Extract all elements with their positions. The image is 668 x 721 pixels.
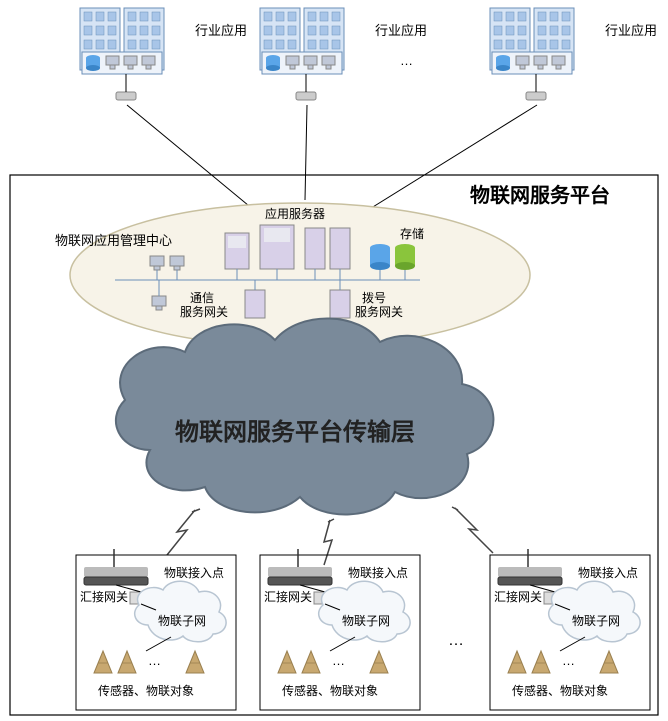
svg-text:汇接网关: 汇接网关: [264, 589, 312, 604]
svg-text:物联接入点: 物联接入点: [348, 565, 408, 580]
svg-text:拨号: 拨号: [362, 291, 386, 305]
svg-text:传感器、物联对象: 传感器、物联对象: [98, 683, 194, 698]
diagram-root: 行业应用 行业应用 行业应用 … 物联网服务平台 物联网应用管理中心 应用服务器 存…: [0, 0, 668, 721]
building-icon: [490, 8, 574, 100]
svg-text:传感器、物联对象: 传感器、物联对象: [282, 683, 378, 698]
connector-line: [127, 105, 260, 215]
bolts: [167, 507, 493, 565]
connector-line: [305, 105, 307, 200]
platform-title: 物联网服务平台: [470, 183, 610, 207]
transport-label: 物联网服务平台传输层: [175, 418, 415, 446]
svg-text:汇接网关: 汇接网关: [80, 589, 128, 604]
access-group: 物联接入点汇接网关物联子网 … 传感器、物联对象: [260, 549, 420, 710]
ellipsis-bottom-groups: …: [448, 632, 464, 649]
svg-text:传感器、物联对象: 传感器、物联对象: [512, 683, 608, 698]
svg-text:行业应用: 行业应用: [605, 23, 657, 38]
mgmt-center-label: 物联网应用管理中心: [55, 233, 172, 248]
svg-text:…: …: [332, 653, 345, 668]
svg-text:…: …: [148, 653, 161, 668]
svg-text:…: …: [562, 653, 575, 668]
svg-text:物联子网: 物联子网: [572, 614, 620, 628]
svg-text:物联子网: 物联子网: [158, 614, 206, 628]
svg-text:物联接入点: 物联接入点: [578, 565, 638, 580]
ellipsis-top: …: [400, 53, 413, 68]
access-group: 物联接入点汇接网关物联子网 … 传感器、物联对象: [490, 549, 650, 710]
building-icon: [260, 8, 344, 100]
svg-text:汇接网关: 汇接网关: [494, 589, 542, 604]
svg-text:服务网关: 服务网关: [180, 304, 228, 319]
storage-label: 存储: [400, 226, 424, 241]
access-group: 物联接入点汇接网关物联子网 … 传感器、物联对象: [76, 549, 236, 710]
svg-text:行业应用: 行业应用: [195, 23, 247, 38]
svg-text:通信: 通信: [190, 291, 214, 305]
transport-cloud: [116, 318, 494, 514]
building-icon: [80, 8, 164, 100]
svg-text:物联子网: 物联子网: [342, 614, 390, 628]
svg-text:服务网关: 服务网关: [355, 304, 403, 319]
svg-text:物联接入点: 物联接入点: [164, 565, 224, 580]
app-server-label: 应用服务器: [265, 206, 325, 221]
svg-text:行业应用: 行业应用: [375, 23, 427, 38]
